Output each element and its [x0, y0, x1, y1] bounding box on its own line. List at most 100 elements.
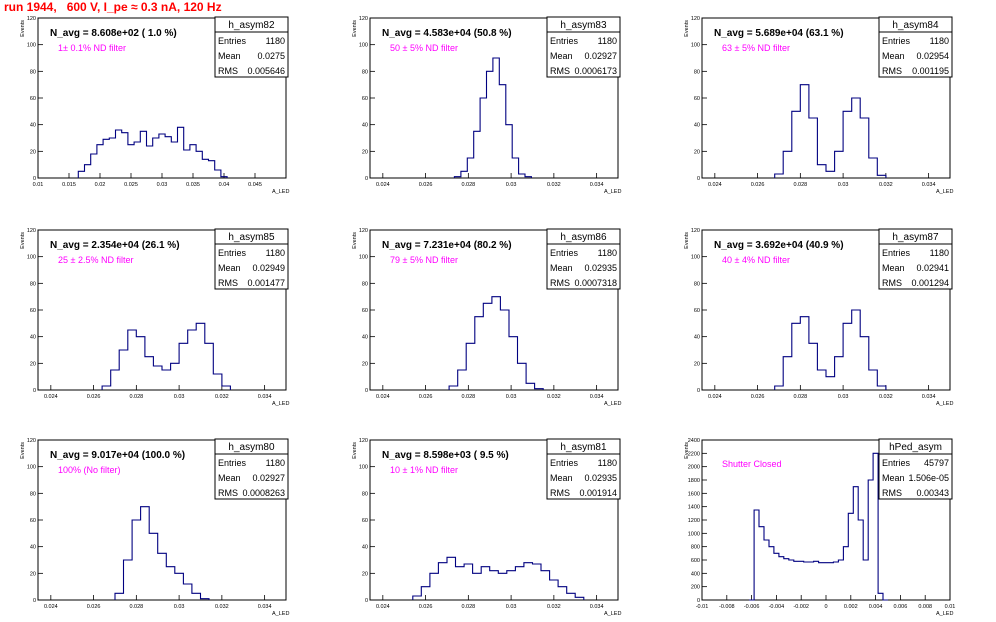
y-tick-label: 20: [30, 361, 36, 367]
x-tick-label: -0.002: [793, 604, 809, 610]
histogram-bin: [109, 138, 115, 178]
y-tick-label: 0: [697, 598, 700, 604]
histogram-bin: [809, 118, 818, 178]
histogram-bin: [165, 137, 171, 178]
x-tick-label: 0.03: [506, 182, 517, 188]
y-tick-label: 0: [697, 176, 700, 182]
stats-value: 0.001914: [579, 488, 617, 498]
x-axis-label: A_LED: [604, 189, 621, 195]
stats-label: Entries: [218, 458, 247, 468]
stats-value: 0.02949: [252, 263, 285, 273]
histogram-bin: [860, 118, 869, 178]
histogram-panel-h_asym84: 0 20 40 60 80 100 120 0.024 0.026 0.028 0.03 0.032 0…: [684, 16, 953, 195]
x-tick-label: 0.024: [44, 604, 58, 610]
y-tick-label: 60: [30, 518, 36, 524]
histogram-bin: [541, 571, 550, 600]
x-tick-label: -0.008: [719, 604, 735, 610]
x-tick-label: 0.028: [129, 604, 143, 610]
stats-value: 0.0275: [257, 51, 285, 61]
y-tick-label: 100: [27, 43, 36, 49]
stats-label: RMS: [882, 488, 902, 498]
navg-label: N_avg = 3.692e+04 (40.9 %): [714, 240, 844, 251]
y-tick-label: 80: [362, 491, 368, 497]
y-tick-label: 20: [362, 361, 368, 367]
histogram-bin: [789, 560, 794, 600]
histogram-bin: [843, 547, 848, 600]
histogram-bin: [124, 560, 133, 600]
filter-note: 25 ± 2.5% ND filter: [58, 255, 133, 265]
stats-label: Entries: [550, 248, 579, 258]
histogram-name: h_asym85: [228, 232, 275, 243]
histogram-bin: [524, 563, 533, 600]
y-tick-label: 80: [362, 69, 368, 75]
histogram-bin: [783, 151, 792, 178]
histogram-bin: [515, 567, 524, 600]
stats-label: RMS: [550, 488, 570, 498]
x-tick-label: 0.032: [547, 604, 561, 610]
stats-value: 0.02935: [584, 473, 617, 483]
histogram-bin: [824, 563, 829, 600]
histogram-bin: [188, 330, 197, 390]
histogram-bin: [473, 573, 482, 600]
stats-value: 1180: [598, 458, 617, 468]
y-tick-label: 60: [694, 308, 700, 314]
y-tick-label: 120: [691, 228, 700, 234]
y-tick-label: 800: [691, 545, 700, 551]
x-tick-label: 0.03: [174, 394, 185, 400]
histogram-name: hPed_asym: [889, 442, 942, 453]
histogram-bin: [147, 146, 153, 178]
histogram-bin: [475, 317, 484, 390]
histogram-name: h_asym83: [560, 20, 607, 31]
y-tick-label: 100: [27, 255, 36, 261]
y-tick-label: 80: [30, 491, 36, 497]
histogram-bin: [202, 159, 208, 178]
histogram-bin: [843, 111, 852, 178]
x-axis-label: A_LED: [272, 189, 289, 195]
x-axis-label: A_LED: [936, 611, 953, 617]
stats-box: [546, 31, 621, 78]
y-tick-label: 60: [362, 308, 368, 314]
x-tick-label: 0.034: [922, 394, 936, 400]
histogram-bin: [481, 567, 490, 600]
stats-label: RMS: [218, 488, 238, 498]
histogram-panel-h_asym80: 0 20 40 60 80 100 120 0.024 0.026 0.028 0.03 0.032 0…: [20, 438, 289, 617]
stats-value: 0.02941: [916, 263, 949, 273]
histogram-bin: [852, 98, 861, 178]
x-tick-label: 0.028: [461, 394, 475, 400]
x-tick-label: 0.032: [215, 394, 229, 400]
stats-label: RMS: [550, 66, 570, 76]
histogram-bin: [868, 480, 873, 600]
y-axis-label: Events: [684, 442, 690, 459]
histogram-name: h_asym86: [560, 232, 607, 243]
histogram-bin: [153, 138, 159, 178]
histogram-bin: [754, 510, 759, 600]
histogram-bin: [800, 85, 809, 178]
histogram-bin: [814, 561, 819, 600]
histogram-bin: [134, 142, 140, 178]
x-tick-label: 0.024: [376, 394, 390, 400]
stats-value: 1180: [266, 458, 285, 468]
y-tick-label: 100: [359, 465, 368, 471]
histogram-bin: [506, 125, 512, 178]
x-tick-label: 0.008: [918, 604, 932, 610]
histogram-bin: [512, 158, 518, 178]
y-tick-label: 80: [30, 281, 36, 287]
x-tick-label: 0.026: [751, 394, 765, 400]
x-tick-label: 0.028: [793, 394, 807, 400]
x-tick-label: 0.034: [590, 394, 604, 400]
histogram-bin: [775, 386, 784, 390]
y-tick-label: 100: [691, 43, 700, 49]
histogram-series: [453, 57, 532, 178]
histogram-bin: [192, 593, 201, 600]
histogram-series: [412, 556, 585, 600]
histogram-name: h_asym82: [228, 20, 275, 31]
x-axis-label: A_LED: [936, 401, 953, 407]
y-tick-label: 1200: [688, 518, 700, 524]
histogram-bin: [413, 596, 422, 600]
stats-value: 0.0007318: [574, 278, 617, 288]
y-tick-label: 2400: [688, 438, 700, 444]
histogram-bin: [103, 139, 109, 178]
stats-value: 0.02935: [584, 263, 617, 273]
histogram-series: [749, 452, 888, 601]
stats-label: Mean: [882, 473, 905, 483]
